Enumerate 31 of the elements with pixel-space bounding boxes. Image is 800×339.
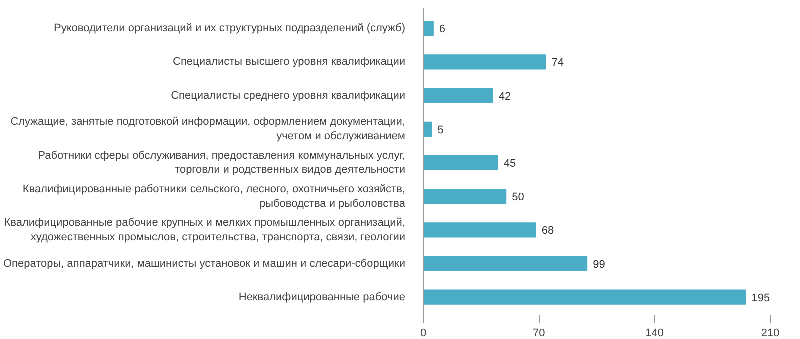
x-tick-label: 70: [533, 328, 546, 339]
data-label: 45: [504, 158, 516, 170]
y-tick-label: Квалифицированные рабочие крупных и мелких промышленных организаций, художественных промыслов, строительства, транспорта, связи, геологии: [4, 216, 406, 244]
data-label: 99: [593, 258, 606, 271]
data-label: 6: [439, 24, 446, 36]
data-label: 42: [498, 90, 512, 103]
bar: [424, 21, 434, 36]
bar: [424, 290, 746, 305]
y-tick-label: Специалисты среднего уровня квалификации: [171, 90, 406, 102]
x-tick-label: 0: [420, 328, 427, 339]
bar: [424, 88, 494, 104]
x-tick-label: 210: [761, 328, 780, 339]
data-label: 68: [542, 225, 554, 238]
y-tick-label: Руководители организаций и их структурных подразделений (служб): [54, 22, 406, 35]
y-tick-label: Специалисты высшего уровня квалификации: [173, 56, 406, 68]
y-tick-label: Неквалифицированные рабочие: [238, 291, 406, 304]
y-tick-label: Работники сферы обслуживания, предоставления коммунальных услуг, торговли и родственных видов деятельности: [38, 150, 406, 176]
bar: [424, 189, 507, 204]
y-tick-label: Служащие, занятые подготовкой информации, оформлением документации, учетом и обслуживанием: [10, 116, 406, 143]
data-label: 195: [752, 292, 770, 304]
y-tick-label: Операторы, аппаратчики, машинисты установок и машин и слесари-сборщики: [3, 258, 406, 270]
data-label: 74: [552, 57, 564, 70]
x-tick-label: 140: [646, 328, 664, 339]
bar: [424, 155, 498, 171]
data-label: 50: [512, 192, 524, 204]
bar: [424, 222, 536, 238]
y-tick-label: Квалифицированные работники сельского, лесного, охотничьего хозяйств, рыбоводства и рыболовства: [22, 183, 406, 210]
data-label: 5: [438, 124, 444, 136]
bar: [424, 122, 432, 137]
bar: [424, 54, 546, 70]
bar: [424, 256, 588, 272]
